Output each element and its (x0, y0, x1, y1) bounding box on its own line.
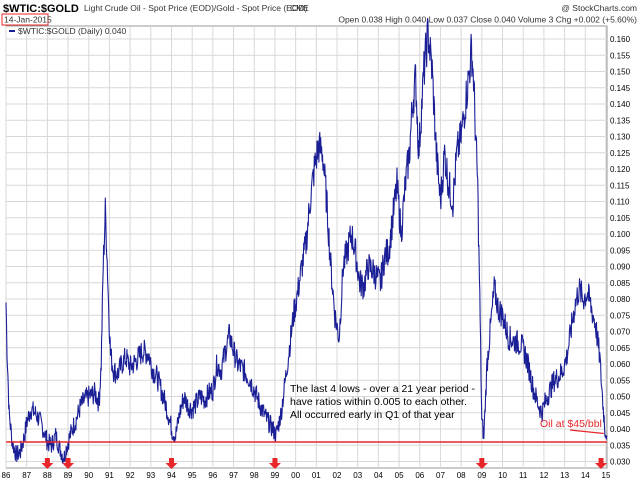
y-axis: 0.030 0.035 0.040 0.045 0.050 0.055 0.060 0.065… (610, 35, 631, 467)
x-axis: 86 87 88 89 90 91 92 93 94 95 96 97 98 99 00 01 02 03 04 05… (2, 471, 611, 480)
support (6, 429, 607, 443)
x-tick-label: 88 (43, 471, 52, 480)
series (5, 17, 608, 464)
y-tick-label: 0.065 (610, 344, 631, 353)
x-tick-label: 02 (333, 471, 342, 480)
y-tick-label: 0.105 (610, 214, 631, 223)
x-tick-label: 98 (250, 471, 259, 480)
y-tick-label: 0.055 (610, 376, 631, 385)
stockcharts-watermark: @ StockCharts.com (561, 3, 637, 13)
x-tick-label: 15 (602, 471, 611, 480)
x-tick-label: 99 (270, 471, 279, 480)
y-tick-label: 0.115 (610, 181, 630, 190)
x-tick-label: 06 (415, 471, 424, 480)
legend-label: $WTIC:$GOLD (Daily) 0.040 (18, 26, 126, 36)
y-tick-label: 0.030 (610, 458, 631, 467)
x-tick-label: 89 (64, 471, 73, 480)
x-tick-label: 90 (84, 471, 93, 480)
x-tick-label: 11 (519, 471, 528, 480)
quote-line: Open 0.038 High 0.040 Low 0.037 Close 0.… (338, 15, 637, 25)
exchange-label: CME (290, 3, 309, 13)
note-line-1: The last 4 lows - over a 21 year period … (290, 383, 476, 395)
y-tick-label: 0.130 (610, 133, 631, 142)
y-tick-label: 0.070 (610, 328, 631, 337)
x-tick-label: 91 (105, 471, 114, 480)
note-line-3: All occurred early in Q1 of that year (290, 409, 455, 421)
y-tick-label: 0.075 (610, 311, 631, 320)
x-tick-label: 86 (2, 471, 11, 480)
low-arrow (595, 458, 607, 469)
x-tick-label: 09 (477, 471, 486, 480)
x-tick-label: 04 (374, 471, 383, 480)
y-tick-label: 0.160 (610, 35, 631, 44)
y-tick-label: 0.150 (610, 68, 631, 77)
x-tick-label: 96 (208, 471, 217, 480)
low-arrow (475, 458, 488, 469)
note-line-2: have ratios within 0.005 to each other. (290, 396, 467, 408)
x-tick-label: 94 (167, 471, 176, 480)
x-tick-label: 13 (560, 471, 569, 480)
x-tick-label: 00 (291, 471, 300, 480)
x-tick-label: 93 (146, 471, 155, 480)
chart-date: 14-Jan-2015 (4, 15, 52, 25)
x-tick-label: 03 (353, 471, 362, 480)
y-tick-label: 0.100 (610, 230, 631, 239)
y-tick-label: 0.120 (610, 165, 631, 174)
low-arrow (41, 458, 54, 469)
y-tick-label: 0.040 (610, 425, 631, 434)
y-tick-label: 0.125 (610, 149, 631, 158)
chart-symbol: $WTIC:$GOLD (3, 3, 79, 15)
y-tick-label: 0.110 (610, 198, 630, 207)
y-tick-label: 0.060 (610, 360, 631, 369)
x-tick-label: 07 (436, 471, 445, 480)
low-arrow (165, 458, 178, 469)
y-tick-label: 0.045 (610, 409, 631, 418)
x-tick-label: 97 (229, 471, 238, 480)
y-tick-label: 0.095 (610, 246, 631, 255)
x-tick-label: 10 (498, 471, 507, 480)
y-tick-label: 0.140 (610, 100, 631, 109)
ratio-series-line (5, 17, 608, 464)
date-box (1, 13, 49, 26)
x-tick-label: 12 (539, 471, 548, 480)
y-tick-label: 0.155 (610, 51, 631, 60)
x-tick-label: 87 (22, 471, 31, 480)
y-tick-label: 0.090 (610, 263, 631, 272)
x-tick-label: 05 (395, 471, 404, 480)
y-tick-label: 0.035 (610, 441, 631, 450)
x-tick-label: 14 (581, 471, 590, 480)
note-annotation: The last 4 lows - over a 21 year period … (290, 383, 476, 421)
low-arrow (62, 458, 75, 469)
y-tick-label: 0.080 (610, 295, 631, 304)
oil-price-label: Oil at $45/bbl (540, 418, 602, 430)
legend: $WTIC:$GOLD (Daily) 0.040 (9, 26, 126, 36)
low-arrow (268, 458, 281, 469)
x-tick-label: 01 (312, 471, 321, 480)
x-tick-label: 92 (126, 471, 135, 480)
y-tick-label: 0.135 (610, 116, 631, 125)
chart-description: Light Crude Oil - Spot Price (EOD)/Gold … (84, 3, 308, 13)
y-tick-label: 0.050 (610, 393, 631, 402)
oil-label-pointer (569, 429, 604, 435)
low-arrows (41, 458, 607, 469)
x-tick-label: 08 (457, 471, 466, 480)
y-tick-label: 0.145 (610, 84, 631, 93)
y-tick-label: 0.085 (610, 279, 631, 288)
x-tick-label: 95 (188, 471, 197, 480)
